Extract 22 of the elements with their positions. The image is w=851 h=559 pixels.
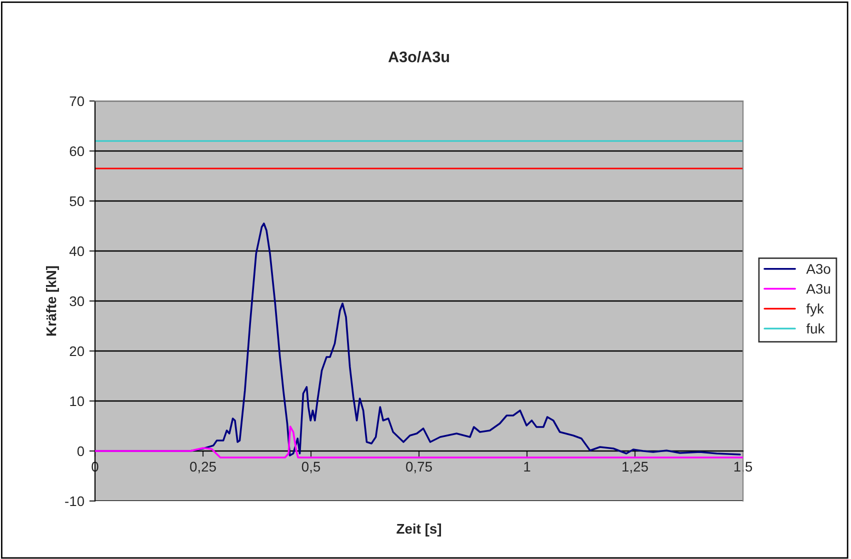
x-axis-title: Zeit [s] — [396, 524, 441, 536]
legend-label: fuk — [806, 323, 825, 334]
legend-label: fyk — [806, 303, 824, 316]
legend-label: A3u — [806, 284, 830, 294]
y-tick-label: 0 — [77, 446, 84, 456]
x-tick-label: 0,75 — [406, 462, 432, 474]
y-tick-label: 10 — [70, 396, 84, 406]
y-tick-label: 20 — [70, 346, 84, 356]
legend-label: A3o — [806, 264, 830, 274]
y-tick-label: 30 — [70, 296, 84, 306]
line-series — [95, 426, 743, 458]
y-tick-label: 70 — [70, 96, 84, 106]
x-tick-label: 0,5 — [302, 462, 320, 474]
y-tick-label: 60 — [70, 146, 84, 156]
chart-title: A3o/A3u — [388, 51, 449, 62]
y-tick-label: -10 — [65, 496, 84, 506]
y-axis-title: Kräfte [kN] — [46, 266, 59, 336]
y-tick-label: 40 — [69, 246, 84, 256]
x-tick-label: 1 — [524, 462, 530, 472]
x-tick-label: 0,25 — [190, 462, 216, 474]
x-tick-label: 1,25 — [622, 462, 648, 474]
y-tick-label: 50 — [70, 196, 84, 206]
